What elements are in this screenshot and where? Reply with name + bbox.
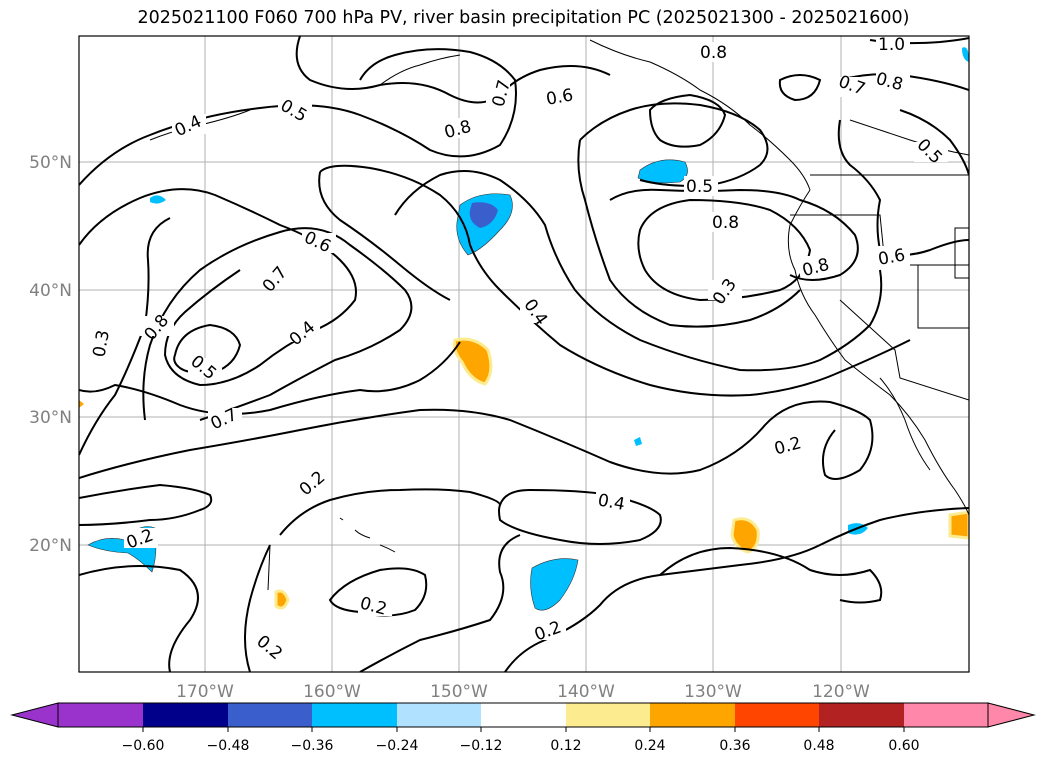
precip-patch-positive [274, 589, 290, 610]
contour-line [579, 102, 769, 166]
precip-patch-negative [150, 195, 166, 204]
colorbar-tick-label: −0.24 [376, 738, 419, 754]
contour-label: 0.6 [545, 85, 575, 109]
precip-patch-negative [469, 202, 498, 228]
contour-line [778, 74, 822, 102]
precip-patch-negative [962, 47, 969, 62]
lon-label-160w: 160°W [303, 682, 361, 702]
contour-line [244, 544, 271, 672]
precip-patch-positive [452, 337, 493, 386]
latitude-labels: 50°N 40°N 30°N 20°N [29, 153, 72, 556]
map-title: 2025021100 F060 700 hPa PV, river basin … [137, 8, 910, 28]
colorbar-frame [57, 702, 989, 728]
lon-label-170w: 170°W [176, 682, 234, 702]
colorbar-tick-label: 0.24 [634, 738, 665, 754]
contour-line [394, 170, 883, 372]
coastlines [149, 39, 969, 591]
colorbar-cell [819, 703, 904, 727]
colorbar-cell [481, 703, 566, 727]
colorbar-tick-label: −0.36 [291, 738, 334, 754]
colorbar-extend-max [987, 702, 1036, 728]
precip-patch-positive [948, 510, 969, 540]
contour-line [837, 119, 969, 256]
contour-label: 0.8 [712, 213, 739, 233]
colorbar-ticks [142, 727, 905, 732]
contour-line [79, 400, 874, 480]
contour-line [498, 488, 662, 545]
contour-line [173, 323, 242, 374]
lat-label-40n: 40°N [29, 281, 72, 301]
contour-line [648, 93, 727, 148]
contour-line [142, 227, 413, 421]
lon-label-150w: 150°W [430, 682, 488, 702]
lon-label-130w: 130°W [684, 682, 742, 702]
colorbar-cell [228, 703, 312, 727]
contour-line [79, 483, 213, 526]
longitude-labels: 170°W 160°W 150°W 140°W 130°W 120°W [176, 682, 870, 702]
contour-label: 0.8 [700, 43, 727, 63]
contour-line [279, 488, 501, 536]
colorbar-cell [58, 703, 143, 727]
contour-line [609, 188, 859, 281]
lon-label-120w: 120°W [812, 682, 870, 702]
contour-label-backgrounds [84, 36, 948, 658]
colorbar-cell [143, 703, 228, 727]
contour-label: 0.4 [596, 491, 626, 515]
colorbar-cell [397, 703, 481, 727]
contour-line [295, 36, 611, 104]
precip-patch-positive [730, 517, 760, 554]
contour-line [359, 534, 521, 672]
colorbar-cell [735, 703, 819, 727]
colorbar-tick-label: −0.12 [460, 738, 503, 754]
contour-label: 0.6 [877, 245, 907, 269]
contour-line [577, 139, 801, 328]
lon-label-140w: 140°W [557, 682, 615, 702]
colorbar-tick-label: 0.36 [719, 738, 750, 754]
precip-patch-negative [530, 558, 579, 611]
contour-line [318, 171, 451, 301]
colorbar-cell [904, 703, 988, 727]
precip-patch-negative [634, 437, 642, 446]
lat-label-20n: 20°N [29, 536, 72, 556]
colorbar-cell [650, 703, 735, 727]
colorbar-tick-labels: −0.60 −0.48 −0.36 −0.24 −0.12 0.12 0.24 … [122, 738, 920, 754]
map-frame [78, 35, 970, 673]
colorbar-tick-label: −0.48 [207, 738, 250, 754]
colorbar-extend-min [10, 702, 59, 728]
lat-label-50n: 50°N [29, 153, 72, 173]
contour-line [899, 109, 969, 176]
contour-label: 1.0 [878, 35, 905, 55]
colorbar-tick-label: 0.48 [803, 738, 834, 754]
colorbar-tick-label: 0.60 [888, 738, 919, 754]
contour-label: 0.5 [686, 177, 713, 197]
precip-patch-positive [79, 400, 84, 408]
contour-line [79, 341, 461, 415]
colorbar-tick-label: 0.12 [550, 738, 581, 754]
colorbar-cell [312, 703, 397, 727]
contour-line [659, 546, 883, 604]
lat-label-30n: 30°N [29, 408, 72, 428]
colorbar: −0.60 −0.48 −0.36 −0.24 −0.12 0.12 0.24 … [10, 702, 1036, 754]
colorbar-cell [566, 703, 650, 727]
map-area [79, 36, 969, 672]
contour-line [328, 567, 428, 617]
colorbar-tick-label: −0.60 [122, 738, 165, 754]
contour-line [79, 565, 199, 672]
contour-label: 0.3 [90, 329, 114, 359]
contour-line [79, 188, 357, 387]
contour-line [319, 164, 911, 397]
